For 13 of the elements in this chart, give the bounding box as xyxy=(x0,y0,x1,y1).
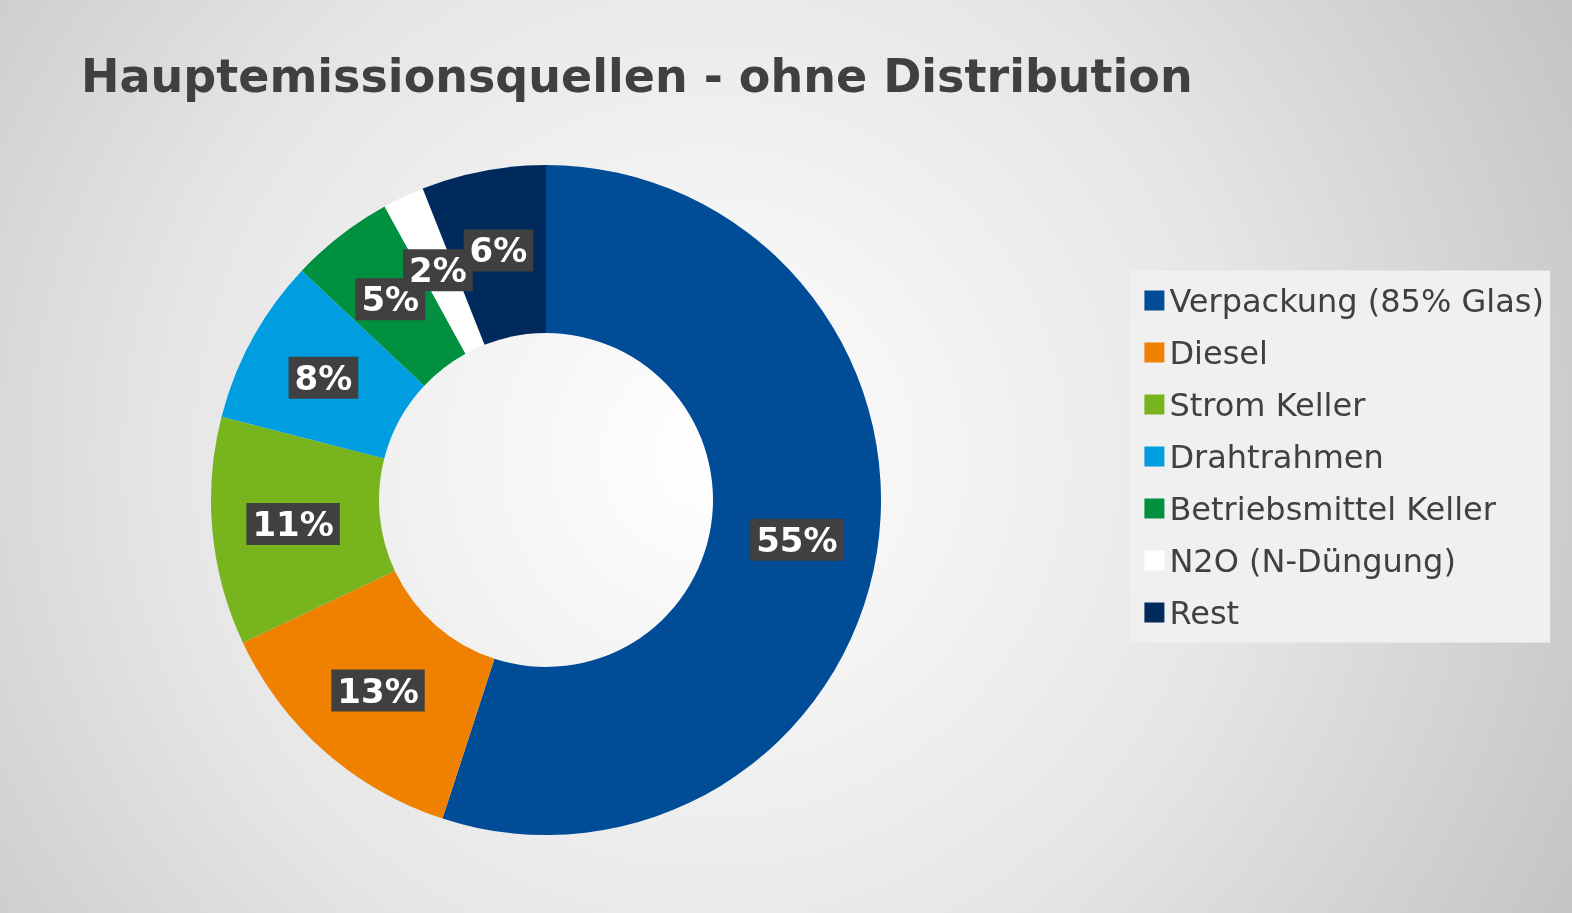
data-label: 11% xyxy=(252,503,334,544)
data-label: 8% xyxy=(294,357,353,398)
legend-label: Betriebsmittel Keller xyxy=(1169,489,1497,528)
legend-label: Diesel xyxy=(1169,333,1268,372)
legend-label: N2O (N-Düngung) xyxy=(1169,541,1456,580)
legend-label: Rest xyxy=(1169,593,1240,632)
chart-title: Hauptemissionsquellen - ohne Distribution xyxy=(81,49,1193,103)
legend-label: Strom Keller xyxy=(1169,385,1367,424)
data-label: 55% xyxy=(756,519,838,560)
legend-label: Drahtrahmen xyxy=(1169,437,1384,476)
legend-label: Verpackung (85% Glas) xyxy=(1169,281,1544,320)
data-label: 6% xyxy=(469,230,528,271)
data-label: 13% xyxy=(337,670,419,711)
